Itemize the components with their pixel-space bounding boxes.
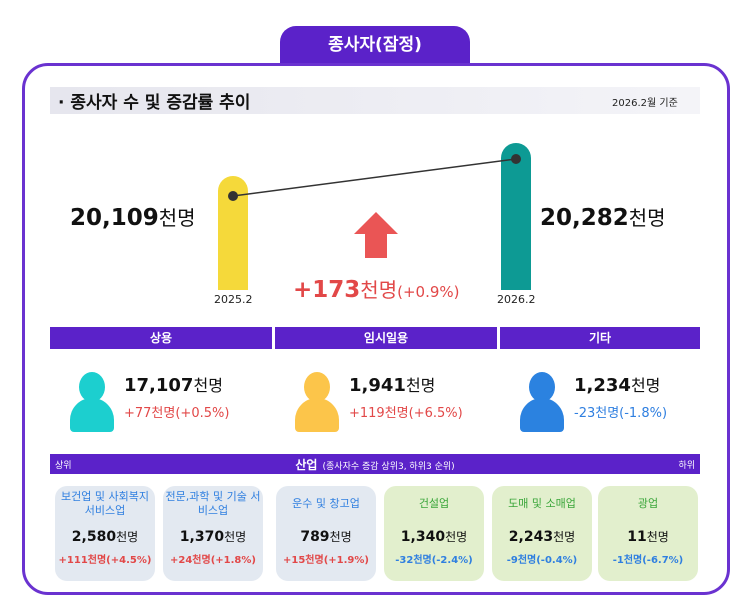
content-frame <box>22 63 730 595</box>
cat-other: 1,234천명 -23천명(-1.8%) <box>520 372 667 432</box>
industry-value: 1,370천명 <box>179 529 247 545</box>
industry-change: +15천명(+1.9%) <box>283 555 369 566</box>
industry-change: -9천명(-0.4%) <box>506 555 578 566</box>
industry-value: 11천명 <box>627 529 669 545</box>
industry-change: +24천명(+1.8%) <box>170 555 256 566</box>
bottom-label: 하위 <box>678 461 695 471</box>
curr-dot <box>511 154 521 164</box>
industry-card: 도매 및 소매업 2,243천명 -9천명(-0.4%) <box>492 486 592 581</box>
cat-regular: 17,107천명 +77천명(+0.5%) <box>70 372 229 432</box>
industry-name: 광업 <box>637 496 659 510</box>
industry-value: 2,580천명 <box>71 529 139 545</box>
industry-header: 상위 산업 (종사자수 증감 상위3, 하위3 순위) 하위 <box>50 454 700 474</box>
industry-card: 전문,과학 및 기술 서비스업 1,370천명 +24천명(+1.8%) <box>163 486 263 581</box>
curr-value: 20,282천명 <box>540 205 666 231</box>
industry-value: 789천명 <box>300 529 352 545</box>
industry-card: 건설업 1,340천명 -32천명(-2.4%) <box>384 486 484 581</box>
industry-change: -1천명(-6.7%) <box>612 555 684 566</box>
industry-value: 1,340천명 <box>400 529 468 545</box>
industry-name: 건설업 <box>418 496 450 510</box>
cat-temp: 1,941천명 +119천명(+6.5%) <box>295 372 463 432</box>
prev-value: 20,109천명 <box>70 205 196 231</box>
total-change: +173천명(+0.9%) <box>293 277 460 303</box>
industry-card: 운수 및 창고업 789천명 +15천명(+1.9%) <box>276 486 376 581</box>
cat-header-temp: 임시일용 <box>275 327 497 349</box>
industry-name: 보건업 및 사회복지 서비스업 <box>61 489 149 517</box>
industry-name: 도매 및 소매업 <box>508 496 576 510</box>
reference-date: 2026.2월 기준 <box>612 98 678 109</box>
top-label: 상위 <box>55 461 72 471</box>
section-tab[interactable]: 종사자(잠정) <box>280 26 470 66</box>
prev-dot <box>228 191 238 201</box>
person-icon <box>520 372 564 432</box>
industry-name: 운수 및 창고업 <box>292 496 360 510</box>
cat-header-other: 기타 <box>500 327 700 349</box>
section-title: · 종사자 수 및 증감률 추이 <box>58 93 251 113</box>
up-arrow-icon <box>354 212 398 258</box>
industry-value: 2,243천명 <box>508 529 576 545</box>
person-icon <box>70 372 114 432</box>
industry-card: 광업 11천명 -1천명(-6.7%) <box>598 486 698 581</box>
person-icon <box>295 372 339 432</box>
industry-change: +111천명(+4.5%) <box>58 555 152 566</box>
industry-name: 전문,과학 및 기술 서비스업 <box>165 489 261 517</box>
curr-label: 2026.2 <box>497 293 536 306</box>
curr-bar <box>501 143 531 290</box>
trend-line <box>228 154 521 258</box>
title-bar <box>50 87 700 114</box>
prev-label: 2025.2 <box>214 293 253 306</box>
industry-card: 보건업 및 사회복지 서비스업 2,580천명 +111천명(+4.5%) <box>55 486 155 581</box>
industry-change: -32천명(-2.4%) <box>395 555 473 566</box>
cat-header-regular: 상용 <box>50 327 272 349</box>
